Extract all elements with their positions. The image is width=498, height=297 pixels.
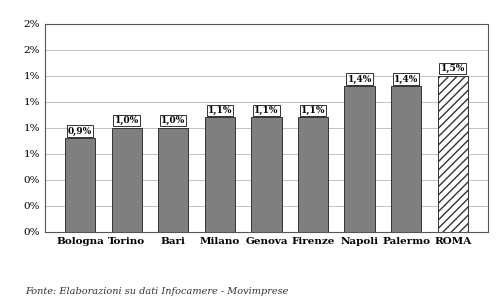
Text: 1,4%: 1,4%: [394, 75, 418, 83]
Bar: [391, 86, 421, 232]
Bar: [251, 117, 281, 232]
Text: 1,0%: 1,0%: [115, 116, 139, 125]
Text: 1,1%: 1,1%: [254, 106, 279, 115]
Bar: [65, 138, 95, 232]
Text: 1,4%: 1,4%: [348, 75, 372, 83]
Bar: [298, 117, 328, 232]
Bar: [205, 117, 235, 232]
Text: 0,9%: 0,9%: [68, 127, 92, 135]
Bar: [112, 128, 142, 232]
Bar: [345, 86, 374, 232]
Text: Fonte: Elaborazioni su dati Infocamere - Movimprese: Fonte: Elaborazioni su dati Infocamere -…: [25, 287, 288, 296]
Text: 1,0%: 1,0%: [161, 116, 185, 125]
Bar: [158, 128, 188, 232]
Text: 1,1%: 1,1%: [208, 106, 232, 115]
Bar: [438, 76, 468, 232]
Text: 1,1%: 1,1%: [301, 106, 325, 115]
Text: 1,5%: 1,5%: [441, 64, 465, 73]
